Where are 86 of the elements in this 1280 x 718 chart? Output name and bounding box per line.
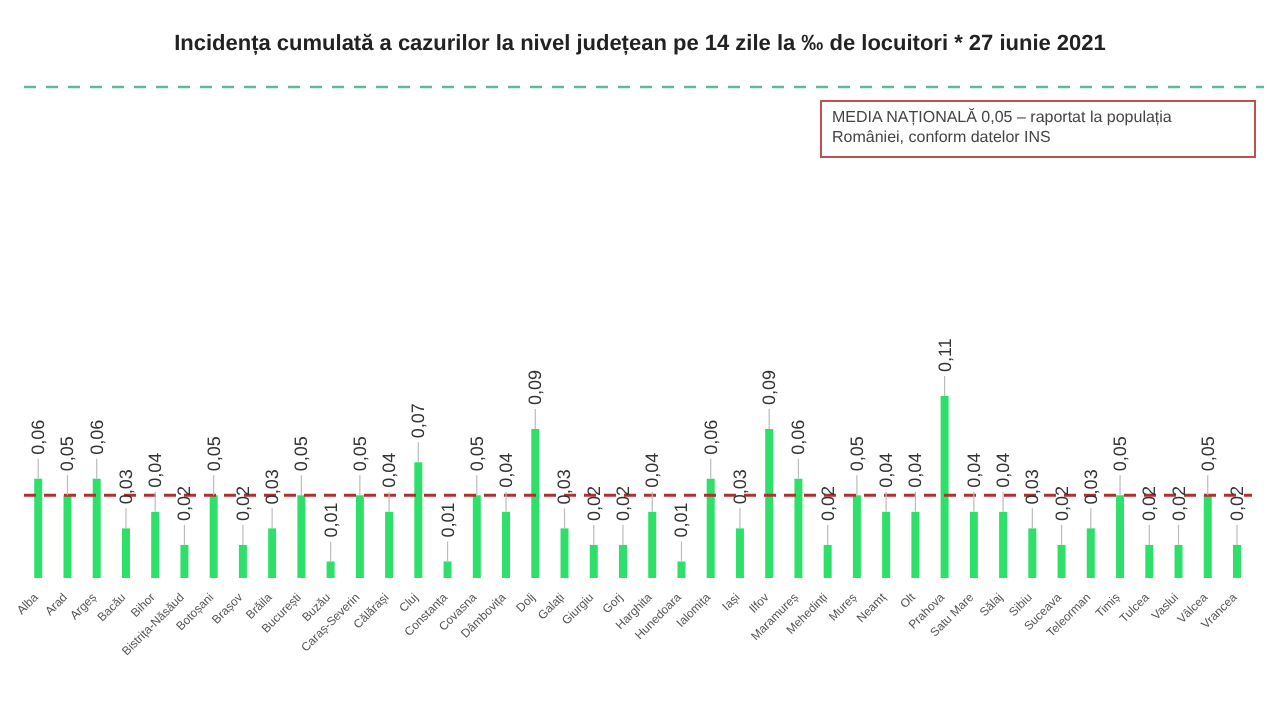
bar [1057, 544, 1066, 578]
data-label: 0,01 [437, 502, 458, 538]
bar [238, 544, 247, 578]
bar [34, 478, 43, 578]
bar [531, 429, 540, 578]
text: MEDIA NAȚIONALĂ 0,05 – raportat la populația României, conform datelor INS [820, 100, 1256, 158]
data-label: 0,03 [1080, 469, 1101, 505]
data-label: 0,05 [466, 436, 487, 472]
bar [882, 511, 891, 578]
data-label: 0,03 [729, 469, 750, 505]
data-label: 0,07 [408, 403, 429, 439]
data-label: 0,03 [1022, 469, 1043, 505]
data-label: 0,05 [349, 436, 370, 472]
chart-title: Incidența cumulată a cazurilor la nivel județean pe 14 zile la ‰ de locuitori * 27 iunie 2021 [172, 32, 1108, 56]
data-label: 0,04 [905, 452, 926, 488]
bar [677, 561, 686, 578]
bar [999, 511, 1008, 578]
data-label: 0,04 [876, 452, 897, 488]
data-label: 0,05 [57, 436, 78, 472]
data-label: 0,04 [642, 452, 663, 488]
data-label: 0,05 [291, 436, 312, 472]
data-label: 0,02 [1168, 485, 1189, 521]
data-label: 0,05 [846, 436, 867, 472]
bar [648, 511, 657, 578]
data-label: 0,04 [379, 452, 400, 488]
data-label: 0,02 [174, 485, 195, 521]
data-label: 0,05 [1197, 436, 1218, 472]
data-label: 0,09 [759, 370, 780, 406]
bar [706, 478, 715, 578]
data-label: 0,02 [1051, 485, 1072, 521]
data-label: 0,03 [554, 469, 575, 505]
data-label: 0,06 [700, 419, 721, 455]
bar [180, 544, 189, 578]
bar [385, 511, 394, 578]
data-label: 0,06 [788, 419, 809, 455]
data-label: 0,02 [232, 485, 253, 521]
bar [326, 561, 335, 578]
data-label: 0,02 [1227, 485, 1247, 521]
bar [969, 511, 978, 578]
bar [472, 495, 481, 578]
data-label: 0,11 [934, 338, 955, 372]
data-label: 0,02 [817, 485, 838, 521]
bar [765, 429, 774, 578]
bar [209, 495, 218, 578]
data-label: 0,06 [28, 419, 49, 455]
bar [852, 495, 861, 578]
bar [823, 544, 832, 578]
bar [1086, 528, 1095, 578]
bar [1203, 495, 1212, 578]
data-label: 0,03 [115, 469, 136, 505]
bar [92, 478, 101, 578]
bar [63, 495, 72, 578]
bar [940, 396, 949, 578]
bar [1116, 495, 1125, 578]
bar [619, 544, 627, 578]
bar [151, 511, 160, 578]
data-label: 0,04 [145, 452, 166, 488]
data-label: 0,02 [583, 485, 604, 521]
bar [414, 462, 423, 578]
bar [1028, 528, 1037, 578]
bar [121, 528, 130, 578]
bar [502, 511, 511, 578]
bar [560, 528, 569, 578]
data-label: 0,05 [1110, 436, 1131, 472]
data-label: 0,02 [613, 485, 633, 521]
data-label: 0,05 [203, 436, 224, 472]
bar [735, 528, 744, 578]
bar [443, 561, 452, 578]
bar [355, 495, 364, 578]
data-label: 0,01 [320, 502, 341, 538]
data-label: 0,04 [963, 452, 984, 488]
bar [1145, 544, 1154, 578]
data-label: 0,03 [262, 469, 283, 505]
bar [911, 511, 920, 578]
data-label: 0,04 [496, 452, 517, 488]
bar [794, 478, 803, 578]
bar [268, 528, 277, 578]
data-label: 0,06 [86, 419, 107, 455]
data-label: 0,09 [525, 370, 546, 406]
data-label: 0,01 [671, 502, 692, 538]
data-label: 0,02 [1139, 485, 1160, 521]
data-label: 0,04 [993, 452, 1014, 488]
bar [1233, 544, 1241, 578]
bar [297, 495, 306, 578]
bar [1174, 544, 1183, 578]
bar [589, 544, 598, 578]
